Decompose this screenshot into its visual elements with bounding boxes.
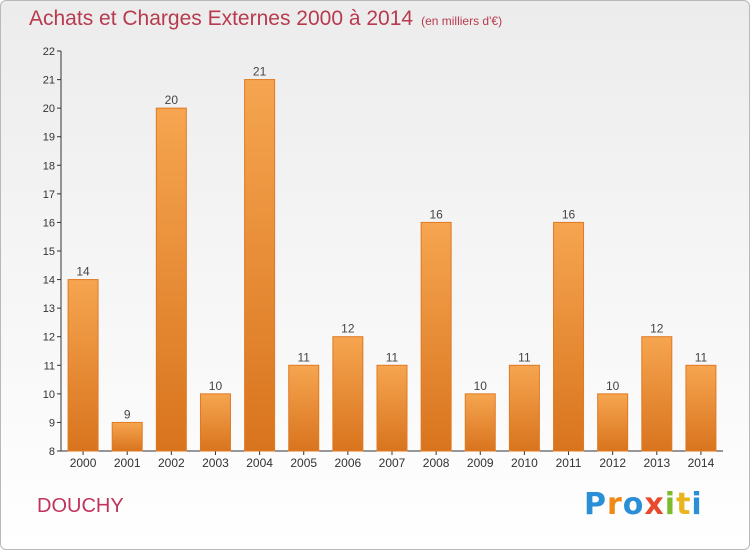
value-label: 16	[562, 207, 576, 221]
value-label: 10	[474, 379, 488, 393]
x-tick-label: 2009	[467, 456, 494, 470]
x-tick-label: 2002	[158, 456, 185, 470]
x-tick-label: 2005	[290, 456, 317, 470]
bar-2000	[67, 279, 99, 452]
x-tick-label: 2013	[643, 456, 670, 470]
bar-2005	[288, 364, 320, 452]
logo-letter: t	[676, 487, 692, 522]
value-label: 21	[253, 65, 267, 79]
y-tick-label: 16	[43, 217, 55, 229]
chart-unit-label: (en milliers d'€)	[421, 14, 503, 28]
logo-letter: o	[622, 487, 645, 522]
bar-2014	[685, 364, 717, 452]
value-label: 11	[386, 350, 399, 364]
bar-2008	[420, 221, 452, 452]
y-tick-label: 20	[43, 103, 55, 115]
value-label: 16	[429, 207, 443, 221]
value-label: 12	[650, 322, 664, 336]
value-label: 10	[209, 379, 223, 393]
y-tick-label: 9	[49, 417, 55, 429]
y-tick-label: 21	[43, 75, 55, 87]
chart-title-text: Achats et Charges Externes 2000 à 2014	[29, 7, 414, 30]
bar-2011	[553, 221, 585, 452]
y-tick-label: 11	[44, 360, 55, 372]
bar-2006	[332, 336, 364, 452]
value-label: 12	[341, 322, 355, 336]
proxiti-logo: Proxiti	[584, 487, 703, 522]
value-label: 20	[165, 93, 179, 107]
bar-2013	[641, 336, 673, 452]
x-tick-label: 2003	[202, 456, 229, 470]
y-tick-label: 13	[43, 303, 55, 315]
bar-2004	[244, 79, 276, 452]
logo-letter: i	[691, 487, 703, 522]
x-tick-label: 2001	[114, 456, 141, 470]
bar-2002	[155, 107, 187, 452]
town-name: DOUCHY	[37, 495, 124, 517]
y-tick-label: 19	[43, 132, 55, 144]
bar-2001	[111, 421, 143, 452]
y-tick-label: 12	[43, 332, 55, 344]
x-tick-label: 2000	[70, 456, 97, 470]
logo-letter: r	[607, 487, 623, 522]
value-label: 9	[124, 407, 131, 421]
value-label: 10	[606, 379, 620, 393]
bar-2010	[508, 364, 540, 452]
x-tick-label: 2010	[511, 456, 538, 470]
x-tick-label: 2012	[599, 456, 626, 470]
bar-2012	[597, 393, 629, 452]
y-tick-label: 14	[43, 275, 55, 287]
value-label: 11	[297, 350, 310, 364]
x-tick-label: 2008	[423, 456, 450, 470]
x-tick-label: 2006	[335, 456, 362, 470]
value-label: 11	[518, 350, 531, 364]
y-tick-label: 10	[43, 389, 55, 401]
y-tick-label: 18	[43, 160, 55, 172]
y-tick-label: 15	[43, 246, 55, 258]
x-tick-label: 2004	[246, 456, 273, 470]
y-tick-label: 17	[43, 189, 55, 201]
logo-letter: i	[664, 487, 677, 522]
x-tick-label: 2007	[379, 456, 406, 470]
bar-2007	[376, 364, 408, 452]
chart-bars	[67, 79, 717, 452]
chart-title: Achats et Charges Externes 2000 à 2014 (e…	[29, 7, 502, 31]
x-tick-label: 2014	[688, 456, 715, 470]
x-tick-label: 2011	[556, 456, 582, 470]
value-label: 11	[695, 350, 708, 364]
bar-2009	[464, 393, 496, 452]
logo-letter: x	[644, 487, 665, 522]
bar-2003	[199, 393, 231, 452]
logo-letter: P	[584, 487, 607, 522]
value-label: 14	[76, 265, 90, 279]
y-tick-label: 22	[43, 46, 55, 58]
chart-labels: 2000 14 2001 9 2002 20 2003 10 2004 21 2005 11 2006 1…	[70, 65, 715, 470]
y-tick-label: 8	[49, 446, 55, 458]
